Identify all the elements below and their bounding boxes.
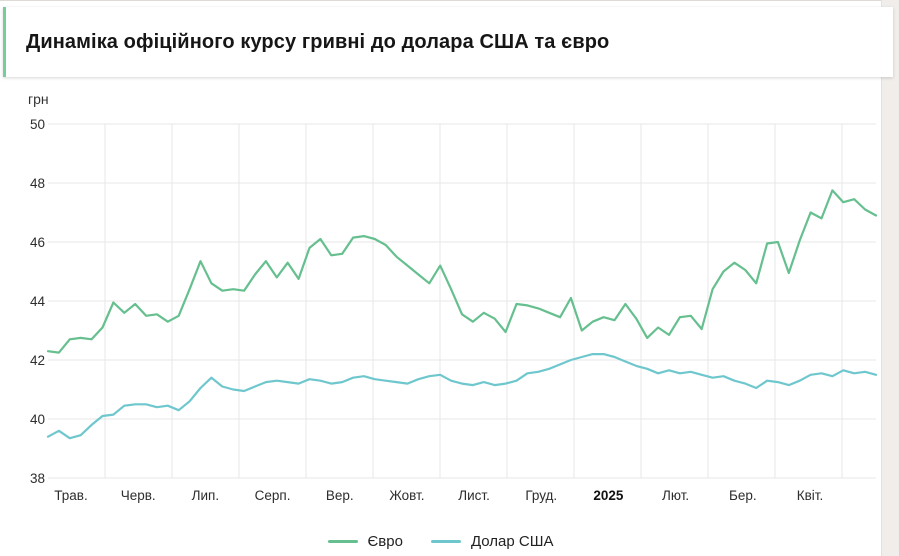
- x-tick-label: Жовт.: [389, 488, 424, 503]
- legend-item-euro[interactable]: Євро: [327, 532, 403, 550]
- y-tick-label: 46: [30, 235, 45, 250]
- y-tick-label: 38: [30, 471, 45, 486]
- y-tick-label: 50: [30, 117, 45, 132]
- x-tick-label: Груд.: [525, 488, 557, 503]
- y-tick-label: 48: [30, 176, 45, 191]
- page-title: Динаміка офіційного курсу гривні до дола…: [26, 30, 610, 53]
- x-tick-label: Серп.: [255, 488, 291, 503]
- euro-series-line[interactable]: [46, 189, 878, 354]
- legend-label-usd: Долар США: [470, 532, 554, 550]
- title-card: Динаміка офіційного курсу гривні до дола…: [3, 7, 893, 77]
- page-right-gutter: [881, 0, 899, 556]
- chart-legend: Євро Долар США: [0, 528, 881, 554]
- x-tick-label: 2025: [593, 488, 624, 503]
- y-axis-unit-label: грн: [28, 91, 49, 107]
- x-tick-label: Вер.: [326, 488, 354, 503]
- y-tick-label: 40: [30, 412, 45, 427]
- y-tick-label: 42: [30, 353, 45, 368]
- x-tick-label: Лют.: [662, 488, 689, 503]
- x-tick-label: Квіт.: [797, 488, 823, 503]
- legend-label-euro: Євро: [367, 532, 403, 550]
- usd-series-line[interactable]: [46, 353, 878, 440]
- y-tick-label: 44: [30, 294, 46, 309]
- x-tick-label: Бер.: [729, 488, 757, 503]
- x-tick-label: Лип.: [192, 488, 219, 503]
- x-tick-label: Лист.: [458, 488, 490, 503]
- exchange-rate-chart: грн 50 48 46 44 42 40 38 Трав. Черв. Лип. Серп. Вер…: [0, 85, 881, 556]
- euro-line-swatch: [327, 539, 358, 543]
- x-tick-label: Черв.: [121, 488, 156, 503]
- usd-line-swatch: [430, 539, 461, 543]
- page-top-border: [0, 0, 899, 1]
- chart-canvas[interactable]: 50 48 46 44 42 40 38 Трав. Черв. Лип. Серп. Вер. Жов…: [0, 85, 881, 556]
- x-tick-label: Трав.: [54, 488, 87, 503]
- legend-item-usd[interactable]: Долар США: [430, 532, 554, 550]
